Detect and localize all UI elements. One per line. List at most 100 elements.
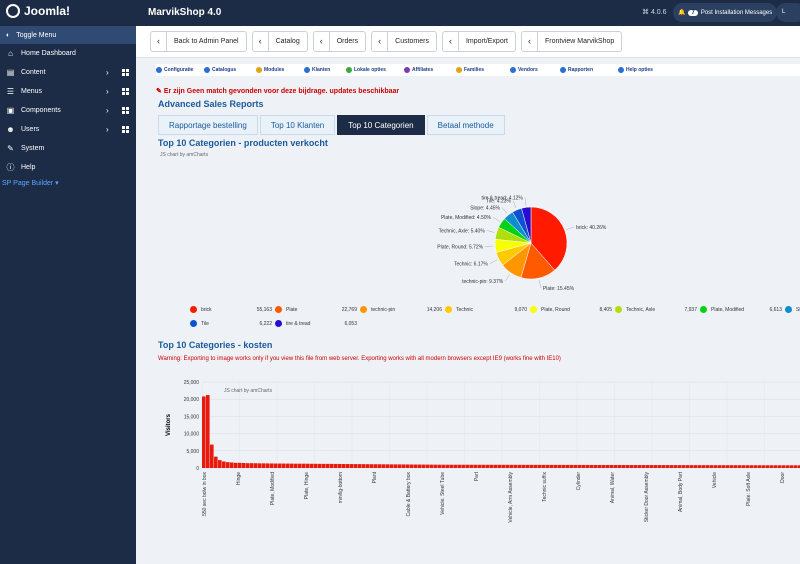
- bar-mark[interactable]: [330, 463, 334, 468]
- marvikshop-nav-catalogus[interactable]: Catalogus: [204, 67, 236, 73]
- bar-mark[interactable]: [230, 462, 234, 468]
- bar-mark[interactable]: [562, 464, 566, 468]
- bar-mark[interactable]: [446, 464, 450, 468]
- chevron-right-icon[interactable]: ›: [106, 125, 109, 134]
- bar-mark[interactable]: [502, 464, 506, 468]
- dashboard-grid-icon[interactable]: [122, 88, 129, 95]
- bar-mark[interactable]: [370, 464, 374, 468]
- marvikshop-nav-help-opties[interactable]: Help opties: [618, 67, 653, 73]
- bar-mark[interactable]: [266, 463, 270, 468]
- bar-mark[interactable]: [734, 465, 738, 468]
- bar-mark[interactable]: [774, 465, 778, 468]
- marvikshop-nav-modules[interactable]: Modules: [256, 67, 284, 73]
- bar-mark[interactable]: [430, 464, 434, 468]
- legend-item-slope[interactable]: Slope6,540: [785, 306, 800, 313]
- bar-mark[interactable]: [462, 464, 466, 468]
- bar-mark[interactable]: [206, 395, 210, 468]
- dashboard-grid-icon[interactable]: [122, 69, 129, 76]
- sidebar-item-menus[interactable]: ☰ Menus ›: [0, 82, 136, 101]
- bar-mark[interactable]: [718, 465, 722, 468]
- marvikshop-nav-configuratie[interactable]: Configuratie: [156, 67, 193, 73]
- bar-mark[interactable]: [466, 464, 470, 468]
- bar-mark[interactable]: [490, 464, 494, 468]
- bar-mark[interactable]: [414, 464, 418, 468]
- bar-mark[interactable]: [558, 464, 562, 468]
- bar-mark[interactable]: [530, 464, 534, 468]
- pie-chart-credit[interactable]: JS chart by amCharts: [160, 152, 209, 158]
- bar-mark[interactable]: [338, 463, 342, 468]
- toolbar-button-frontview-marvikshop[interactable]: ‹ Frontview MarvikShop: [521, 31, 623, 52]
- bar-mark[interactable]: [474, 464, 478, 468]
- bar-mark[interactable]: [202, 396, 206, 468]
- tab-rapportage-bestelling[interactable]: Rapportage bestelling: [158, 115, 258, 135]
- bar-mark[interactable]: [602, 464, 606, 468]
- bar-chart-credit[interactable]: JS chart by amCharts: [224, 388, 273, 394]
- toggle-menu-button[interactable]: ◐ Toggle Menu: [0, 26, 136, 44]
- bar-mark[interactable]: [798, 465, 800, 468]
- bar-mark[interactable]: [478, 464, 482, 468]
- post-installation-messages-button[interactable]: 🔔 7 Post Installation Messages: [673, 3, 778, 22]
- bar-mark[interactable]: [570, 464, 574, 468]
- tab-top-10-categorien[interactable]: Top 10 Categorien: [337, 115, 425, 135]
- bar-mark[interactable]: [590, 464, 594, 468]
- bar-mark[interactable]: [626, 465, 630, 468]
- bar-mark[interactable]: [326, 463, 330, 468]
- bar-mark[interactable]: [518, 464, 522, 468]
- bar-mark[interactable]: [310, 463, 314, 468]
- bar-mark[interactable]: [346, 464, 350, 468]
- bar-mark[interactable]: [410, 464, 414, 468]
- bar-mark[interactable]: [354, 464, 358, 468]
- bar-mark[interactable]: [658, 465, 662, 468]
- bar-mark[interactable]: [458, 464, 462, 468]
- bar-mark[interactable]: [674, 465, 678, 468]
- bar-mark[interactable]: [654, 465, 658, 468]
- bar-mark[interactable]: [314, 463, 318, 468]
- legend-item-technic-axle[interactable]: Technic, Axle 7,937: [615, 306, 697, 313]
- bar-mark[interactable]: [762, 465, 766, 468]
- bar-mark[interactable]: [694, 465, 698, 468]
- bar-mark[interactable]: [754, 465, 758, 468]
- bar-mark[interactable]: [286, 463, 290, 468]
- bar-mark[interactable]: [302, 463, 306, 468]
- bar-mark[interactable]: [482, 464, 486, 468]
- bar-mark[interactable]: [566, 464, 570, 468]
- bar-mark[interactable]: [542, 464, 546, 468]
- bar-mark[interactable]: [290, 463, 294, 468]
- bar-mark[interactable]: [546, 464, 550, 468]
- bar-mark[interactable]: [298, 463, 302, 468]
- sidebar-item-help[interactable]: ⓘ Help: [0, 158, 136, 177]
- bar-mark[interactable]: [510, 464, 514, 468]
- marvikshop-nav-vendors[interactable]: Vendors: [510, 67, 538, 73]
- bar-mark[interactable]: [214, 456, 218, 468]
- bar-mark[interactable]: [662, 465, 666, 468]
- legend-item-plate-round[interactable]: Plate, Round 8,405: [530, 306, 612, 313]
- bar-mark[interactable]: [630, 465, 634, 468]
- bar-mark[interactable]: [606, 464, 610, 468]
- bar-mark[interactable]: [622, 465, 626, 468]
- sidebar-item-components[interactable]: ▣ Components ›: [0, 101, 136, 120]
- bar-mark[interactable]: [334, 463, 338, 468]
- sp-page-builder-link[interactable]: SP Page Builder ▾: [2, 180, 59, 187]
- bar-mark[interactable]: [582, 464, 586, 468]
- bar-mark[interactable]: [610, 464, 614, 468]
- bar-mark[interactable]: [454, 464, 458, 468]
- sidebar-item-system[interactable]: ✎ System: [0, 139, 136, 158]
- dashboard-grid-icon[interactable]: [122, 107, 129, 114]
- bar-mark[interactable]: [306, 463, 310, 468]
- bar-mark[interactable]: [426, 464, 430, 468]
- bar-mark[interactable]: [394, 464, 398, 468]
- bar-mark[interactable]: [358, 464, 362, 468]
- bar-mark[interactable]: [670, 465, 674, 468]
- marvikshop-nav-affiliates[interactable]: Affiliates: [404, 67, 433, 73]
- chevron-right-icon[interactable]: ›: [106, 87, 109, 96]
- bar-mark[interactable]: [418, 464, 422, 468]
- bar-mark[interactable]: [390, 464, 394, 468]
- bar-mark[interactable]: [274, 463, 278, 468]
- bar-mark[interactable]: [522, 464, 526, 468]
- bar-mark[interactable]: [322, 463, 326, 468]
- toolbar-button-orders[interactable]: ‹ Orders: [312, 31, 367, 52]
- bar-mark[interactable]: [766, 465, 770, 468]
- bar-mark[interactable]: [218, 460, 222, 468]
- bar-mark[interactable]: [550, 464, 554, 468]
- bar-mark[interactable]: [770, 465, 774, 468]
